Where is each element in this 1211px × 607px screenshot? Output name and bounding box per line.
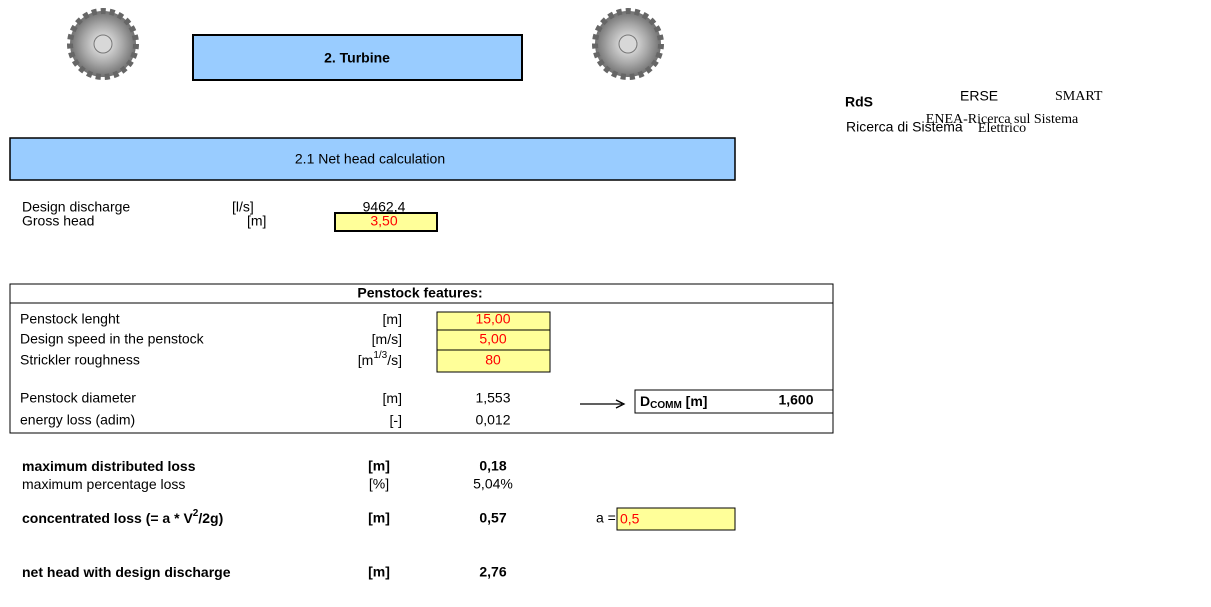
unit: [m/s] (372, 331, 402, 347)
unit: [%] (369, 476, 389, 492)
text-part: 2 (193, 508, 199, 519)
logo-smart: SMART (1055, 89, 1103, 104)
text-part: maximum percentage loss (22, 476, 185, 492)
text-part: COMM (650, 400, 682, 411)
value: 9462,4 (363, 199, 406, 215)
text-part: [m] (383, 390, 402, 406)
unit: [m] (368, 458, 390, 474)
logo-rds: RdS (845, 94, 873, 110)
coef-value: 0,5 (620, 511, 640, 527)
input-cell (334, 212, 438, 232)
dcomm-box (634, 389, 834, 414)
text-part: maximum distributed loss (22, 458, 196, 474)
value: 0,18 (479, 458, 506, 474)
unit: [-] (390, 412, 402, 428)
unit: [m] (383, 390, 402, 406)
arrow (580, 399, 626, 409)
input-cell (616, 507, 736, 531)
value: 0,57 (479, 510, 506, 526)
value: 80 (485, 352, 501, 368)
label: maximum percentage loss (22, 476, 185, 492)
value: 15,00 (475, 311, 510, 327)
unit: [m1/3/s] (358, 350, 402, 368)
label: Penstock lenght (20, 311, 120, 327)
text-part: [m (358, 352, 374, 368)
section-title: 2.1 Net head calculation (295, 151, 445, 167)
unit: [l/s] (232, 199, 254, 215)
table-box (9, 283, 834, 434)
turbine-image (592, 8, 664, 80)
turbine-image (67, 8, 139, 80)
section-box (9, 137, 736, 181)
value: 5,00 (479, 331, 506, 347)
unit: [m] (368, 564, 390, 580)
label: Gross head (22, 213, 94, 229)
dcomm-label: DCOMM [m] (640, 393, 707, 411)
unit: [m] (368, 510, 390, 526)
value: 3,50 (370, 213, 397, 229)
label: Penstock diameter (20, 390, 136, 406)
logo-caption: ENEA-Ricerca sul Sistema (926, 112, 1079, 127)
unit: [m] (247, 213, 266, 229)
table-title: Penstock features: (357, 285, 482, 301)
text-part: D (640, 393, 650, 409)
text-part: /2g) (198, 510, 223, 526)
label: Design discharge (22, 199, 130, 215)
label: Design speed in the penstock (20, 331, 205, 347)
logo-caption: Ricerca di Sistema (846, 119, 963, 135)
value: 0,012 (475, 412, 510, 428)
input-cell (436, 349, 551, 373)
logo-caption: Elettrico (978, 121, 1026, 136)
title: 2. Turbine (324, 50, 390, 66)
label: Strickler roughness (20, 352, 140, 368)
text-part: [m] (383, 311, 402, 327)
text-part: [m/s] (372, 331, 402, 347)
label: maximum distributed loss (22, 458, 196, 474)
dcomm-value: 1,600 (778, 392, 813, 408)
label: net head with design discharge (22, 564, 231, 580)
text-part: [m] (682, 393, 708, 409)
text-part: net head with design discharge (22, 564, 231, 580)
logo-erse: ERSE (960, 88, 998, 104)
value: 1,553 (475, 390, 510, 406)
text-part: concentrated loss (= a * V (22, 510, 193, 526)
title-box (192, 34, 523, 81)
label: concentrated loss (= a * V2/2g) (22, 508, 223, 526)
text-part: 1/3 (373, 350, 387, 361)
unit: [m] (383, 311, 402, 327)
text-part: [-] (390, 412, 402, 428)
label: energy loss (adim) (20, 412, 135, 428)
coef-label: a = (596, 510, 616, 526)
text-part: /s] (387, 352, 402, 368)
value: 2,76 (479, 564, 506, 580)
value: 5,04% (473, 476, 513, 492)
